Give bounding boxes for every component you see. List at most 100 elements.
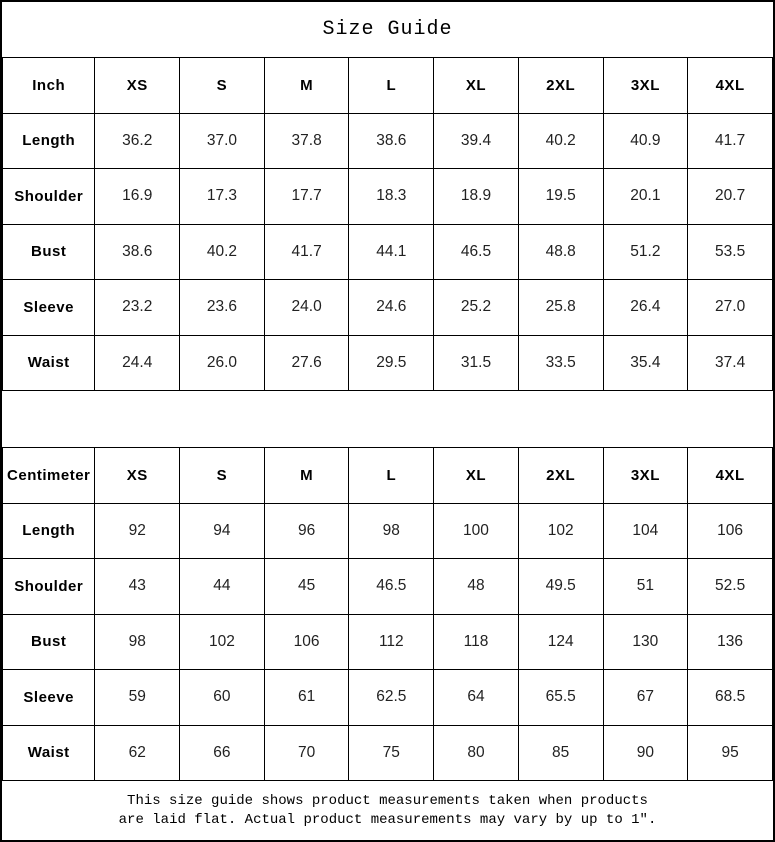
size-value-cell: 31.5 bbox=[433, 334, 519, 391]
table-header-row: Centimeter XS S M L XL 2XL 3XL 4XL bbox=[1, 447, 773, 504]
size-header-cell: 4XL bbox=[687, 57, 773, 114]
size-value-cell: 38.6 bbox=[94, 223, 181, 280]
size-value-cell: 67 bbox=[602, 669, 689, 726]
size-value-cell: 66 bbox=[179, 724, 265, 781]
size-value-cell: 45 bbox=[263, 558, 350, 615]
size-value-cell: 75 bbox=[348, 724, 435, 781]
size-value-cell: 102 bbox=[179, 613, 265, 670]
size-value-cell: 51.2 bbox=[602, 223, 689, 280]
size-value-cell: 49.5 bbox=[517, 558, 604, 615]
size-value-cell: 19.5 bbox=[517, 168, 604, 225]
note-line-2: are laid flat. Actual product measuremen… bbox=[118, 811, 657, 828]
size-value-cell: 106 bbox=[687, 502, 773, 559]
size-header-cell: XS bbox=[94, 447, 181, 504]
table-row: Shoulder 16.9 17.3 17.7 18.3 18.9 19.5 2… bbox=[1, 168, 773, 225]
table-row: Length 36.2 37.0 37.8 38.6 39.4 40.2 40.… bbox=[1, 112, 773, 169]
size-value-cell: 61 bbox=[263, 669, 350, 726]
size-value-cell: 62.5 bbox=[348, 669, 435, 726]
table-row: Bust 38.6 40.2 41.7 44.1 46.5 48.8 51.2 … bbox=[1, 223, 773, 280]
size-value-cell: 60 bbox=[179, 669, 265, 726]
size-value-cell: 17.7 bbox=[263, 168, 350, 225]
size-header-cell: 4XL bbox=[687, 447, 773, 504]
row-label-cell: Shoulder bbox=[1, 168, 96, 225]
table-row: Sleeve 23.2 23.6 24.0 24.6 25.2 25.8 26.… bbox=[1, 279, 773, 336]
unit-header-cell: Centimeter bbox=[1, 447, 96, 504]
row-label-cell: Sleeve bbox=[1, 669, 96, 726]
size-value-cell: 38.6 bbox=[348, 112, 435, 169]
size-value-cell: 20.7 bbox=[687, 168, 773, 225]
size-value-cell: 27.6 bbox=[263, 334, 350, 391]
size-value-cell: 85 bbox=[517, 724, 604, 781]
size-value-cell: 98 bbox=[348, 502, 435, 559]
size-value-cell: 46.5 bbox=[348, 558, 435, 615]
size-value-cell: 90 bbox=[602, 724, 689, 781]
size-value-cell: 68.5 bbox=[687, 669, 773, 726]
size-table-centimeter: Centimeter XS S M L XL 2XL 3XL 4XL Lengt… bbox=[1, 447, 773, 781]
size-value-cell: 26.4 bbox=[602, 279, 689, 336]
size-value-cell: 95 bbox=[687, 724, 773, 781]
size-value-cell: 52.5 bbox=[687, 558, 773, 615]
size-value-cell: 98 bbox=[94, 613, 181, 670]
size-value-cell: 64 bbox=[433, 669, 519, 726]
size-value-cell: 104 bbox=[602, 502, 689, 559]
size-value-cell: 100 bbox=[433, 502, 519, 559]
size-value-cell: 23.6 bbox=[179, 279, 265, 336]
size-value-cell: 20.1 bbox=[602, 168, 689, 225]
size-header-cell: XL bbox=[433, 57, 519, 114]
size-value-cell: 36.2 bbox=[94, 112, 181, 169]
size-value-cell: 48 bbox=[433, 558, 519, 615]
size-value-cell: 41.7 bbox=[263, 223, 350, 280]
size-value-cell: 51 bbox=[602, 558, 689, 615]
size-value-cell: 130 bbox=[602, 613, 689, 670]
size-table-inch: Inch XS S M L XL 2XL 3XL 4XL Length 36.2… bbox=[1, 57, 773, 391]
size-value-cell: 106 bbox=[263, 613, 350, 670]
row-label-cell: Waist bbox=[1, 724, 96, 781]
row-label-cell: Sleeve bbox=[1, 279, 96, 336]
size-value-cell: 35.4 bbox=[602, 334, 689, 391]
size-value-cell: 39.4 bbox=[433, 112, 519, 169]
size-value-cell: 41.7 bbox=[687, 112, 773, 169]
size-header-cell: 3XL bbox=[602, 447, 689, 504]
size-value-cell: 80 bbox=[433, 724, 519, 781]
size-value-cell: 17.3 bbox=[179, 168, 265, 225]
size-value-cell: 37.8 bbox=[263, 112, 350, 169]
size-value-cell: 136 bbox=[687, 613, 773, 670]
table-gap bbox=[2, 391, 773, 447]
size-value-cell: 92 bbox=[94, 502, 181, 559]
size-value-cell: 40.9 bbox=[602, 112, 689, 169]
size-value-cell: 46.5 bbox=[433, 223, 519, 280]
size-value-cell: 65.5 bbox=[517, 669, 604, 726]
size-value-cell: 37.0 bbox=[179, 112, 265, 169]
size-value-cell: 18.3 bbox=[348, 168, 435, 225]
size-value-cell: 70 bbox=[263, 724, 350, 781]
size-value-cell: 96 bbox=[263, 502, 350, 559]
size-value-cell: 40.2 bbox=[179, 223, 265, 280]
size-header-cell: L bbox=[348, 57, 435, 114]
size-value-cell: 118 bbox=[433, 613, 519, 670]
size-value-cell: 26.0 bbox=[179, 334, 265, 391]
table-header-row: Inch XS S M L XL 2XL 3XL 4XL bbox=[1, 57, 773, 114]
size-header-cell: L bbox=[348, 447, 435, 504]
measurement-note: This size guide shows product measuremen… bbox=[2, 781, 773, 840]
size-value-cell: 53.5 bbox=[687, 223, 773, 280]
size-value-cell: 43 bbox=[94, 558, 181, 615]
size-value-cell: 33.5 bbox=[517, 334, 604, 391]
size-header-cell: M bbox=[263, 57, 350, 114]
size-value-cell: 24.6 bbox=[348, 279, 435, 336]
table-row: Bust 98 102 106 112 118 124 130 136 bbox=[1, 613, 773, 670]
size-value-cell: 24.0 bbox=[263, 279, 350, 336]
size-value-cell: 44 bbox=[179, 558, 265, 615]
size-value-cell: 124 bbox=[517, 613, 604, 670]
size-header-cell: 2XL bbox=[517, 57, 604, 114]
size-value-cell: 112 bbox=[348, 613, 435, 670]
size-value-cell: 18.9 bbox=[433, 168, 519, 225]
size-value-cell: 94 bbox=[179, 502, 265, 559]
size-value-cell: 59 bbox=[94, 669, 181, 726]
row-label-cell: Shoulder bbox=[1, 558, 96, 615]
size-header-cell: M bbox=[263, 447, 350, 504]
size-header-cell: 3XL bbox=[602, 57, 689, 114]
size-value-cell: 16.9 bbox=[94, 168, 181, 225]
size-value-cell: 102 bbox=[517, 502, 604, 559]
size-value-cell: 24.4 bbox=[94, 334, 181, 391]
